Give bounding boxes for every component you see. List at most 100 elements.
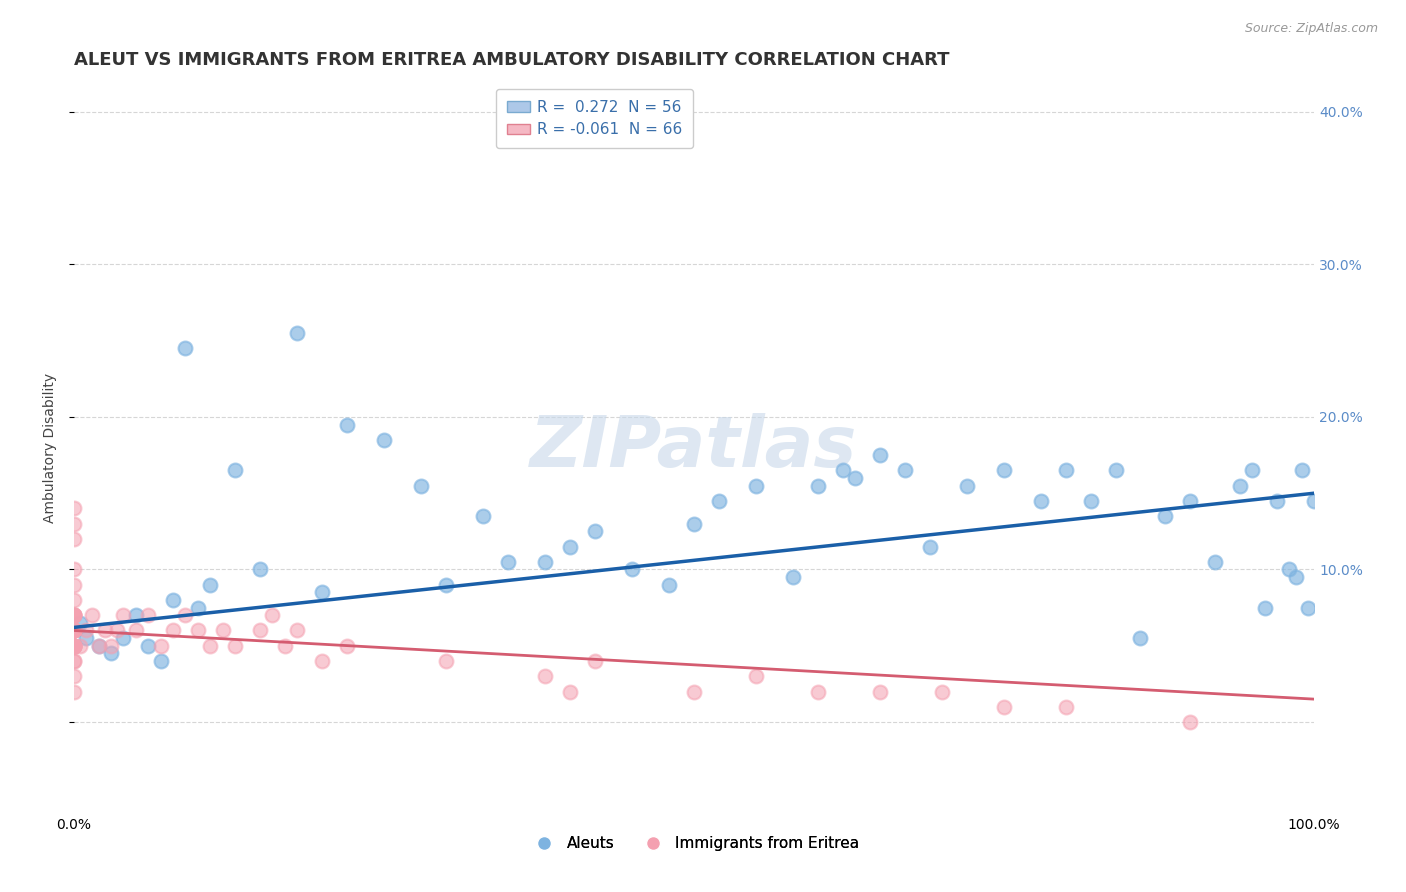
Point xyxy=(409,478,432,492)
Point xyxy=(620,562,643,576)
Legend: Aleuts, Immigrants from Eritrea: Aleuts, Immigrants from Eritrea xyxy=(522,830,866,857)
Point xyxy=(285,326,308,340)
Point xyxy=(311,585,333,599)
Point xyxy=(1278,562,1301,576)
Point xyxy=(149,639,172,653)
Point xyxy=(125,624,148,638)
Point xyxy=(1284,570,1306,584)
Point xyxy=(105,624,128,638)
Point xyxy=(869,448,891,462)
Point xyxy=(62,501,84,516)
Point xyxy=(434,578,457,592)
Point xyxy=(62,624,84,638)
Point xyxy=(187,600,209,615)
Point xyxy=(1105,463,1128,477)
Point xyxy=(187,624,209,638)
Point xyxy=(62,624,84,638)
Point xyxy=(1178,714,1201,729)
Point xyxy=(136,608,159,623)
Point xyxy=(62,654,84,668)
Point xyxy=(273,639,295,653)
Point xyxy=(69,615,91,630)
Point xyxy=(62,562,84,576)
Point xyxy=(1229,478,1251,492)
Point xyxy=(62,684,84,698)
Point xyxy=(62,624,84,638)
Point xyxy=(100,639,122,653)
Point xyxy=(162,593,184,607)
Point xyxy=(1291,463,1313,477)
Point xyxy=(62,624,84,638)
Point xyxy=(62,624,84,638)
Point xyxy=(658,578,681,592)
Point xyxy=(745,478,768,492)
Point xyxy=(262,608,284,623)
Point xyxy=(311,654,333,668)
Text: ALEUT VS IMMIGRANTS FROM ERITREA AMBULATORY DISABILITY CORRELATION CHART: ALEUT VS IMMIGRANTS FROM ERITREA AMBULAT… xyxy=(73,51,949,69)
Point xyxy=(224,463,246,477)
Point xyxy=(807,684,830,698)
Point xyxy=(62,608,84,623)
Point xyxy=(200,578,222,592)
Point xyxy=(62,639,84,653)
Point xyxy=(62,608,84,623)
Point xyxy=(558,684,581,698)
Y-axis label: Ambulatory Disability: Ambulatory Disability xyxy=(44,372,58,523)
Point xyxy=(87,639,110,653)
Point xyxy=(62,608,84,623)
Point xyxy=(534,669,557,683)
Point xyxy=(82,608,104,623)
Point xyxy=(62,669,84,683)
Point xyxy=(894,463,917,477)
Point xyxy=(1129,631,1152,645)
Point xyxy=(69,639,91,653)
Point xyxy=(956,478,979,492)
Point xyxy=(162,624,184,638)
Point xyxy=(993,463,1015,477)
Point xyxy=(434,654,457,668)
Point xyxy=(683,516,706,531)
Point xyxy=(62,608,84,623)
Point xyxy=(224,639,246,653)
Point xyxy=(112,631,135,645)
Point xyxy=(249,562,271,576)
Point xyxy=(373,433,395,447)
Point xyxy=(62,516,84,531)
Point xyxy=(62,578,84,592)
Point xyxy=(62,593,84,607)
Point xyxy=(869,684,891,698)
Text: ZIPatlas: ZIPatlas xyxy=(530,413,858,482)
Point xyxy=(931,684,953,698)
Point xyxy=(844,471,866,485)
Point xyxy=(782,570,804,584)
Point xyxy=(1241,463,1264,477)
Point xyxy=(62,639,84,653)
Point xyxy=(62,624,84,638)
Point xyxy=(496,555,519,569)
Point xyxy=(149,654,172,668)
Point xyxy=(100,646,122,660)
Point xyxy=(683,684,706,698)
Point xyxy=(87,639,110,653)
Point xyxy=(745,669,768,683)
Point xyxy=(62,608,84,623)
Point xyxy=(1253,600,1275,615)
Point xyxy=(1303,493,1326,508)
Point xyxy=(62,624,84,638)
Point xyxy=(472,509,495,524)
Text: Source: ZipAtlas.com: Source: ZipAtlas.com xyxy=(1244,22,1378,36)
Point xyxy=(75,631,97,645)
Point xyxy=(558,540,581,554)
Point xyxy=(336,639,359,653)
Point xyxy=(1296,600,1319,615)
Point xyxy=(249,624,271,638)
Point xyxy=(62,624,84,638)
Point xyxy=(62,639,84,653)
Point xyxy=(125,608,148,623)
Point xyxy=(1054,463,1077,477)
Point xyxy=(993,699,1015,714)
Point xyxy=(62,639,84,653)
Point xyxy=(112,608,135,623)
Point xyxy=(75,624,97,638)
Point xyxy=(583,654,606,668)
